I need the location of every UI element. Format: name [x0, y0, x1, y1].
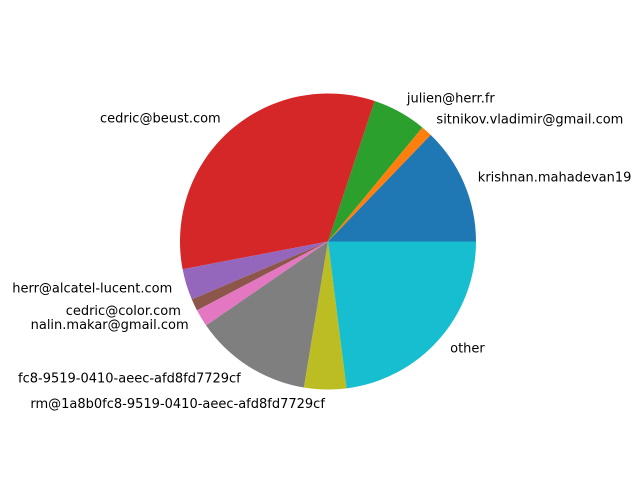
- pie-labels: krishnan.mahadevan19 sitnikov.vladimir@gm…: [12, 92, 631, 412]
- pie-slice: [328, 134, 476, 242]
- pie-slice: [191, 241, 328, 311]
- pie-slices: [179, 93, 476, 390]
- pie-slice: [196, 241, 328, 326]
- pie-slice: [328, 241, 476, 389]
- slice-label: fc8-9519-0410-aeec-afd8fd7729cf: [18, 371, 241, 386]
- slice-label: julien@herr.fr: [406, 92, 496, 107]
- pie-slice: [179, 93, 375, 270]
- pie-slice: [303, 241, 347, 390]
- pie-slice: [182, 241, 328, 300]
- slice-label: sitnikov.vladimir@gmail.com: [436, 113, 623, 128]
- pie-slice: [328, 101, 423, 242]
- slice-label: krishnan.mahadevan19: [478, 170, 632, 185]
- slice-label: nalin.makar@gmail.com: [31, 318, 189, 333]
- slice-label: cedric@beust.com: [100, 112, 221, 127]
- slice-label: cedric@color.com: [66, 304, 181, 319]
- slice-label: other: [450, 342, 485, 357]
- pie-slice: [328, 127, 431, 242]
- slice-label: rm@1a8b0fc8-9519-0410-aeec-afd8fd7729cf: [30, 397, 325, 412]
- pie-slice: [206, 241, 328, 388]
- slice-label: herr@alcatel-lucent.com: [12, 281, 172, 296]
